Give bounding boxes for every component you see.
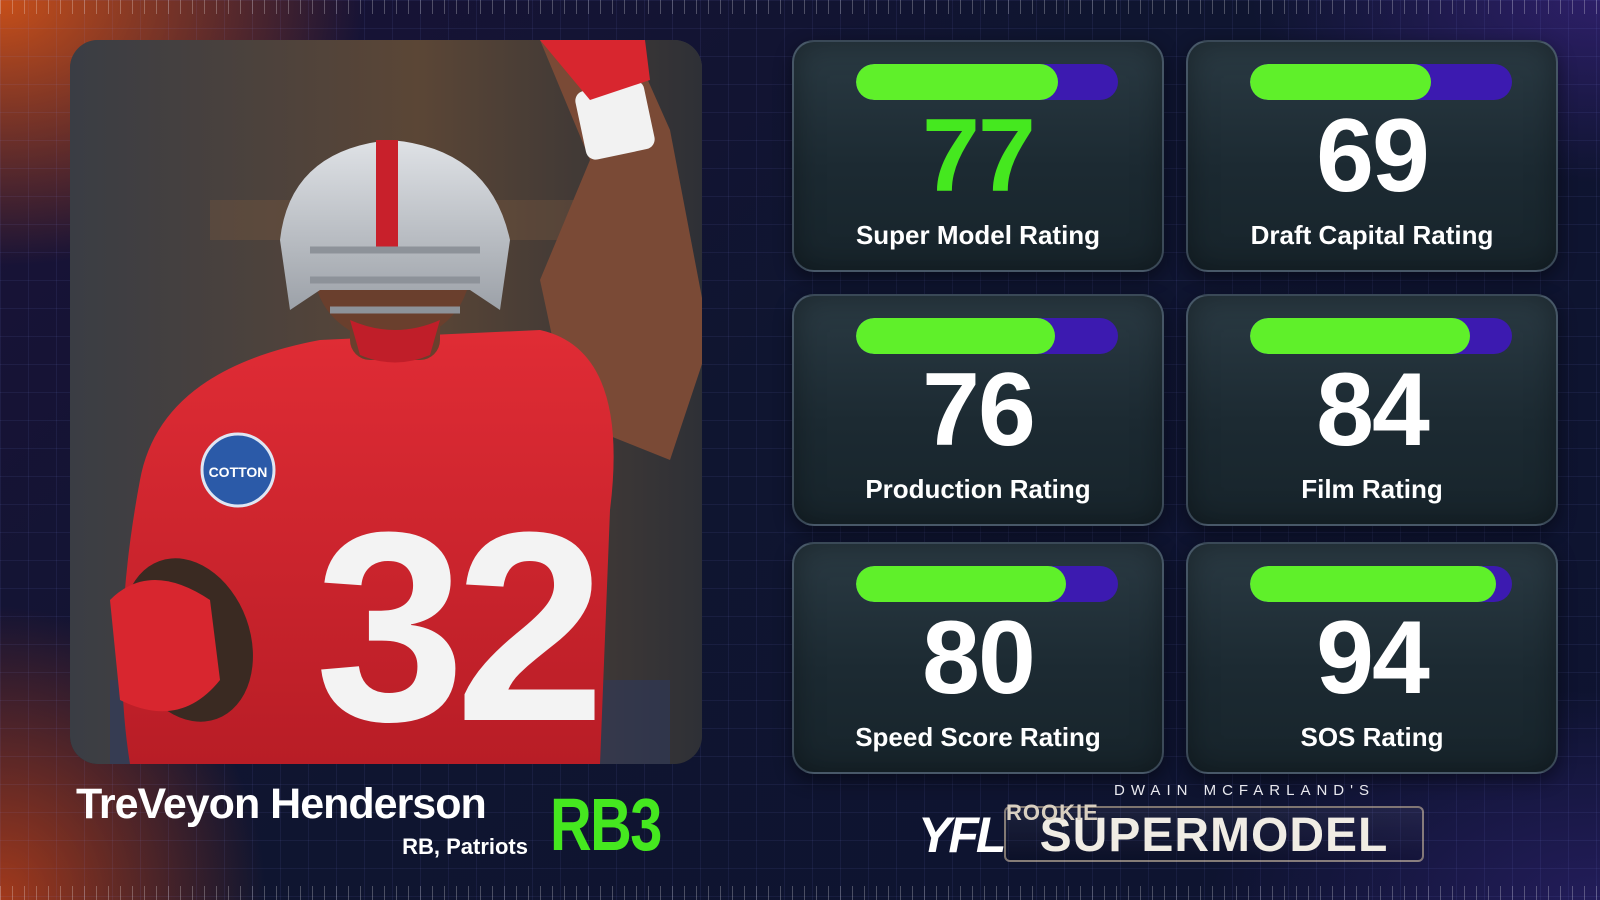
rating-card-draft-capital: 69 Draft Capital Rating [1186,40,1558,272]
player-position-rank: RB3 [550,783,662,866]
rating-card-production: 76 Production Rating [792,294,1164,526]
rating-bar [1250,566,1512,602]
brand-title: SUPERMODEL [1004,806,1424,862]
ratings-grid: 77 Super Model Rating 69 Draft Capital R… [792,40,1558,784]
rating-bar [1250,318,1512,354]
brand-lockup: YFL DWAIN MCFARLAND'S SUPERMODEL ROOKIE [918,782,1438,882]
jersey-number: 32 [315,477,599,764]
rating-value: 94 [1316,600,1430,716]
rating-bar-fill [856,566,1066,602]
rating-value: 69 [1316,98,1430,214]
rating-label: Speed Score Rating [855,722,1101,752]
brand-rookie: ROOKIE [1006,800,1099,825]
rating-bar-fill [1250,566,1497,602]
rating-value: 77 [922,98,1036,214]
player-position-team: RB, Patriots [402,834,528,859]
rating-value: 80 [922,600,1036,716]
rating-bar-fill [1250,64,1431,100]
rating-card-super-model: 77 Super Model Rating [792,40,1164,272]
yfl-logo: YFL [918,807,1006,863]
rating-bar [856,566,1118,602]
rating-label: Draft Capital Rating [1250,220,1494,250]
rating-label: Production Rating [865,474,1091,504]
rating-bar [1250,64,1512,100]
rating-label: Film Rating [1301,474,1443,504]
rating-value: 76 [922,352,1036,468]
rating-bar [856,318,1118,354]
rating-bar-fill [1250,318,1471,354]
brand-byline: DWAIN MCFARLAND'S [1114,782,1375,799]
top-tick-ruler [0,0,1600,14]
rating-bar [856,64,1118,100]
rating-bar-fill [856,64,1058,100]
player-photo: 32 COTTON [70,40,702,764]
rating-value: 84 [1316,352,1430,468]
bottom-tick-ruler [0,886,1600,900]
rating-card-sos: 94 SOS Rating [1186,542,1558,774]
rating-card-film: 84 Film Rating [1186,294,1558,526]
football-player-photo: 32 COTTON [70,40,702,764]
player-name: TreVeyon Henderson [76,780,487,828]
rating-bar-fill [856,318,1056,354]
rating-card-speed-score: 80 Speed Score Rating [792,542,1164,774]
rating-label: SOS Rating [1300,722,1444,752]
svg-text:COTTON: COTTON [209,464,268,480]
rating-label: Super Model Rating [855,220,1101,250]
